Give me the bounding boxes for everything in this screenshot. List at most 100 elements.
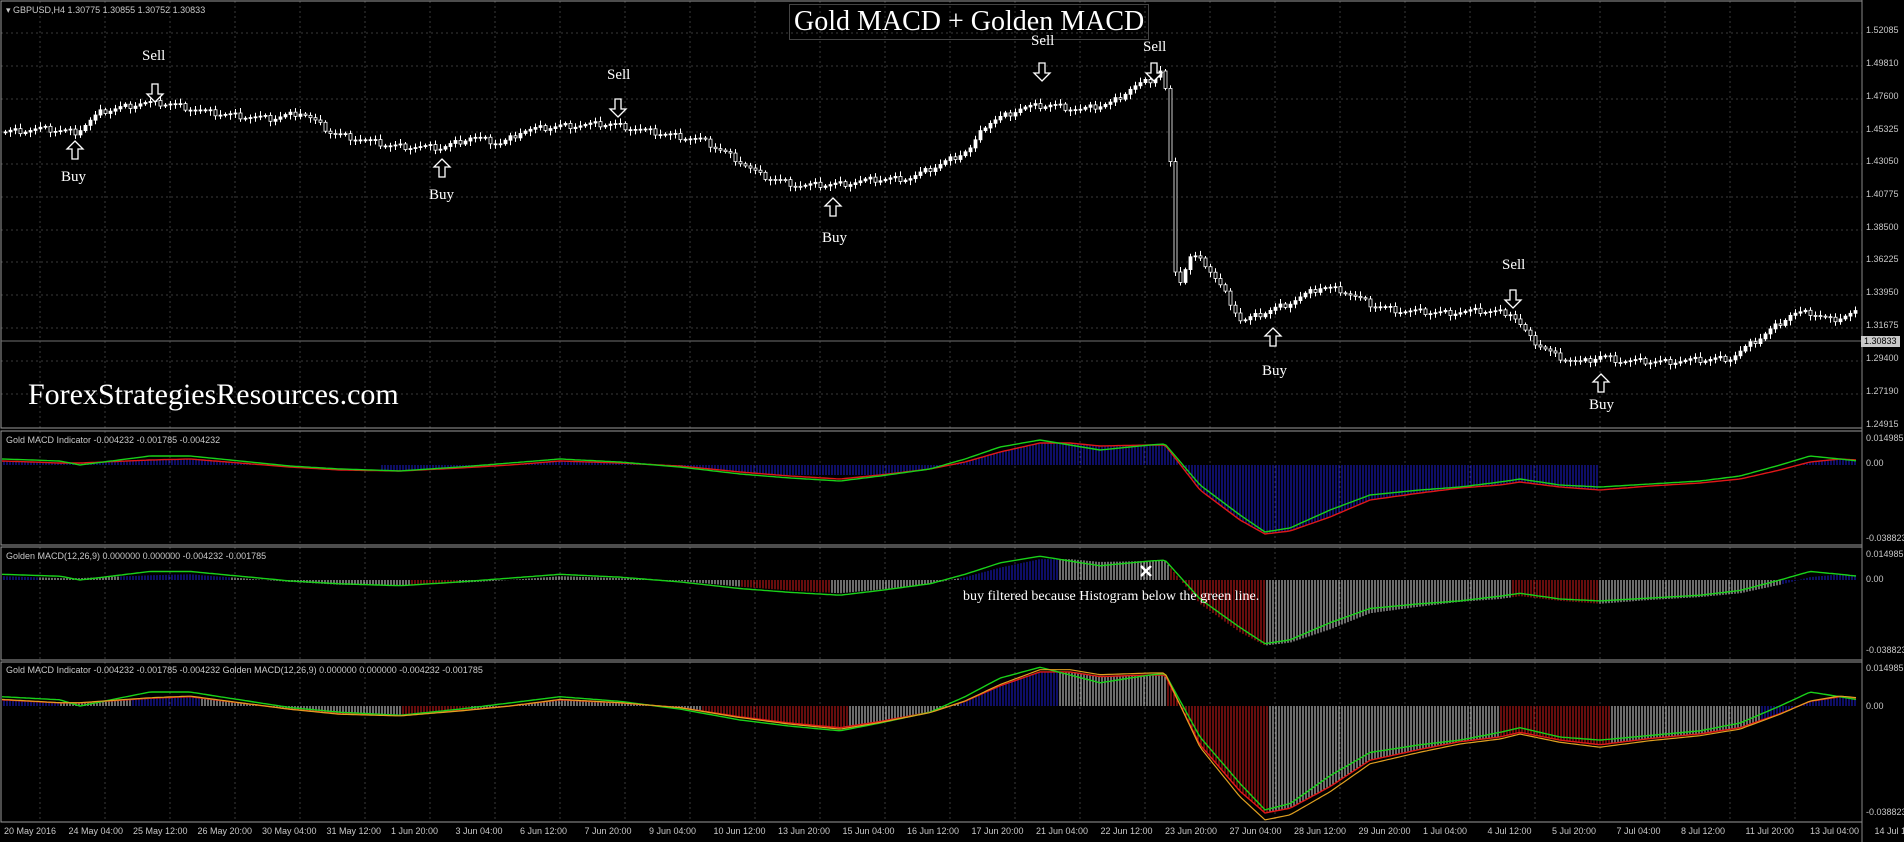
candle-body <box>733 152 738 163</box>
candle-body <box>188 109 193 112</box>
candle-body <box>993 119 998 124</box>
candle-body <box>463 140 468 145</box>
candle-body <box>1378 306 1383 309</box>
candle-body <box>523 130 528 134</box>
candle-body <box>1828 316 1833 319</box>
candle-body <box>318 119 323 123</box>
time-label: 22 Jun 12:00 <box>1100 826 1153 836</box>
candle-body <box>1163 70 1168 89</box>
candle-body <box>133 105 138 109</box>
candle-body <box>1238 312 1243 322</box>
panel3-header: Gold MACD Indicator -0.004232 -0.001785 … <box>6 665 483 675</box>
candle-body <box>918 171 923 176</box>
candle-body <box>928 168 933 172</box>
candle-body <box>968 147 973 153</box>
candle-body <box>1083 106 1088 110</box>
candle-body <box>1843 315 1848 320</box>
candle-body <box>703 137 708 140</box>
candle-body <box>43 125 48 128</box>
panel3-scale-zero: 0.00 <box>1866 701 1884 711</box>
collapse-triangle-icon[interactable]: ▾ <box>6 5 11 15</box>
candle-body <box>433 144 438 151</box>
candle-body <box>1808 309 1813 316</box>
time-label: 16 Jun 12:00 <box>907 826 960 836</box>
candle-body <box>533 127 538 130</box>
price-label: 1.45325 <box>1866 124 1899 134</box>
candle-body <box>63 129 68 132</box>
candle-body <box>873 176 878 183</box>
candle-body <box>658 134 663 137</box>
time-label: 9 Jun 04:00 <box>649 826 697 836</box>
time-label: 17 Jun 20:00 <box>971 826 1024 836</box>
time-label: 14 Jul 12:00 <box>1874 826 1904 836</box>
candle-body <box>208 109 213 112</box>
candle-body <box>1748 341 1753 347</box>
symbol-header-text: GBPUSD,H4 1.30775 1.30855 1.30752 1.3083… <box>13 5 206 15</box>
candle-body <box>1803 309 1808 313</box>
candle-body <box>173 103 178 106</box>
candle-body <box>1503 309 1508 317</box>
candle-body <box>1028 104 1033 108</box>
time-label: 24 May 04:00 <box>68 826 124 836</box>
candle-body <box>653 128 658 136</box>
candle-body <box>1428 313 1433 316</box>
candle-body <box>23 131 28 135</box>
candle-body <box>123 103 128 107</box>
candle-body <box>203 109 208 112</box>
time-label: 15 Jun 04:00 <box>842 826 895 836</box>
panel2-scale-top: 0.014985 <box>1866 549 1904 559</box>
candle-body <box>1583 358 1588 362</box>
candle-body <box>1023 106 1028 110</box>
candle-body <box>18 128 23 135</box>
candle-body <box>1058 103 1063 106</box>
candle-body <box>1003 112 1008 117</box>
candle-body <box>1073 109 1078 111</box>
candle-body <box>1223 284 1228 292</box>
candle-body <box>558 124 563 128</box>
candle-body <box>1303 292 1308 298</box>
candle-body <box>1438 311 1443 314</box>
candle-body <box>378 139 383 147</box>
candle-body <box>58 130 63 133</box>
candle-body <box>98 109 103 116</box>
buy-arrow-icon <box>823 197 843 217</box>
candle-body <box>1168 88 1173 162</box>
candle-body <box>1753 341 1758 345</box>
candle-body <box>1578 360 1583 363</box>
candle-body <box>783 179 788 181</box>
candle-body <box>1493 310 1498 313</box>
candle-body <box>253 116 258 119</box>
panel-frame <box>0 661 1863 823</box>
candle-body <box>738 161 743 165</box>
time-label: 31 May 12:00 <box>326 826 382 836</box>
candle-body <box>748 165 753 169</box>
candle-body <box>128 103 133 109</box>
candle-body <box>1353 294 1358 297</box>
candle-body <box>583 124 588 127</box>
price-label: 1.52085 <box>1866 25 1899 35</box>
candle-body <box>1183 269 1188 283</box>
candle-body <box>1678 361 1683 364</box>
candle-body <box>1603 355 1608 358</box>
time-label: 1 Jun 20:00 <box>391 826 439 836</box>
candle-body <box>1143 79 1148 84</box>
candle-body <box>438 148 443 151</box>
candle-body <box>893 175 898 179</box>
time-label: 8 Jul 12:00 <box>1681 826 1726 836</box>
candle-body <box>73 128 78 136</box>
price-label: 1.49810 <box>1866 58 1899 68</box>
candle-body <box>693 138 698 140</box>
candle-body <box>1373 306 1378 309</box>
candle-body <box>1588 358 1593 363</box>
candle-body <box>1173 161 1178 273</box>
macd-line <box>1 666 1857 811</box>
macd-line <box>1 555 1857 645</box>
candle-body <box>508 135 513 141</box>
candle-body <box>613 123 618 125</box>
candle-body <box>178 103 183 106</box>
candle-body <box>668 133 673 136</box>
candle-body <box>1728 359 1733 362</box>
candle-body <box>1048 104 1053 108</box>
time-label: 6 Jun 12:00 <box>520 826 568 836</box>
